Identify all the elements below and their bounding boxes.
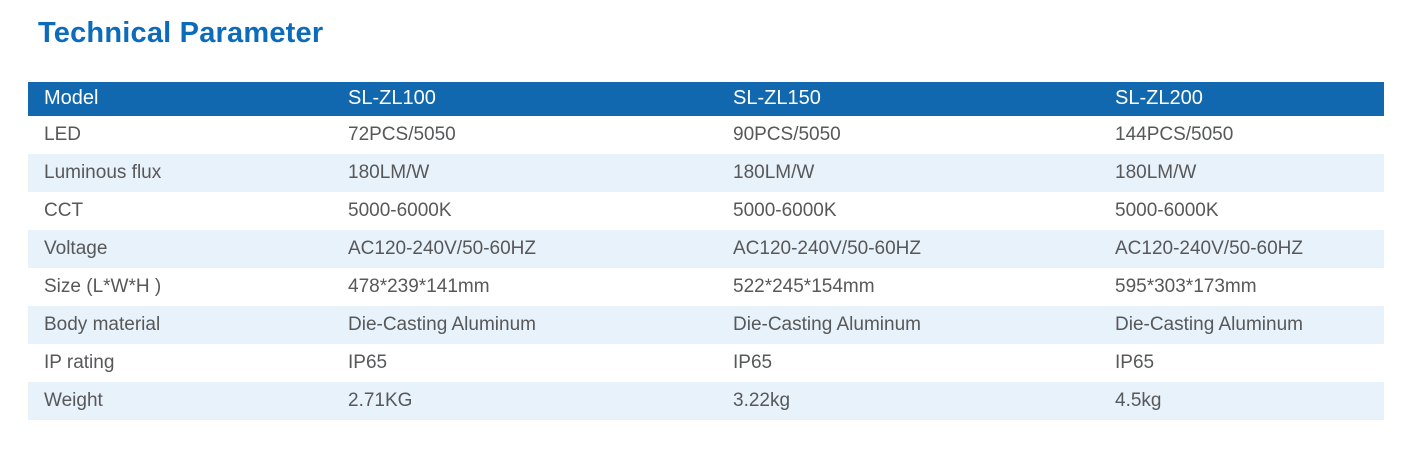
cell-value: Die-Casting Aluminum xyxy=(1115,313,1303,335)
row-label: Voltage xyxy=(44,237,108,259)
cell-value: 180LM/W xyxy=(733,161,815,183)
cell-value: IP65 xyxy=(1115,351,1155,373)
cell-value: AC120-240V/50-60HZ xyxy=(733,237,921,259)
cell-value: Die-Casting Aluminum xyxy=(348,313,536,335)
header-cell-model: Model xyxy=(28,81,348,116)
table-row: LED 72PCS/5050 90PCS/5050 144PCS/5050 xyxy=(28,116,1384,154)
cell-value: 5000-6000K xyxy=(348,199,452,221)
table-row: IP rating IP65 IP65 IP65 xyxy=(28,344,1384,382)
cell-value: 72PCS/5050 xyxy=(348,123,456,145)
cell-value: 90PCS/5050 xyxy=(733,123,841,145)
row-label: CCT xyxy=(44,199,84,221)
cell-value: 595*303*173mm xyxy=(1115,275,1257,297)
row-label: Size (L*W*H ) xyxy=(44,275,162,297)
table-row: Voltage AC120-240V/50-60HZ AC120-240V/50… xyxy=(28,229,1384,268)
cell-value: AC120-240V/50-60HZ xyxy=(348,237,536,259)
cell-value: 478*239*141mm xyxy=(348,275,490,297)
table-row: Size (L*W*H ) 478*239*141mm 522*245*154m… xyxy=(28,268,1384,306)
table-row: Luminous flux 180LM/W 180LM/W 180LM/W xyxy=(28,153,1384,192)
row-label: IP rating xyxy=(44,351,115,373)
spec-table: Model SL-ZL100 SL-ZL150 SL-ZL200 LED 72P… xyxy=(28,81,1384,420)
spec-table-body: LED 72PCS/5050 90PCS/5050 144PCS/5050 Lu… xyxy=(28,116,1384,420)
table-row: Body material Die-Casting Aluminum Die-C… xyxy=(28,305,1384,344)
cell-value: 5000-6000K xyxy=(733,199,837,221)
cell-value: 5000-6000K xyxy=(1115,199,1219,221)
table-row: CCT 5000-6000K 5000-6000K 5000-6000K xyxy=(28,192,1384,230)
row-label: Weight xyxy=(44,389,103,411)
header-cell-sl-zl200: SL-ZL200 xyxy=(1115,81,1384,116)
cell-value: 522*245*154mm xyxy=(733,275,875,297)
cell-value: 180LM/W xyxy=(348,161,430,183)
header-cell-sl-zl150: SL-ZL150 xyxy=(733,81,1115,116)
cell-value: 4.5kg xyxy=(1115,389,1162,411)
cell-value: IP65 xyxy=(348,351,388,373)
cell-value: IP65 xyxy=(733,351,773,373)
cell-value: 144PCS/5050 xyxy=(1115,123,1234,145)
table-row: Weight 2.71KG 3.22kg 4.5kg xyxy=(28,381,1384,420)
cell-value: 3.22kg xyxy=(733,389,791,411)
page-title: Technical Parameter xyxy=(38,17,324,49)
cell-value: 2.71KG xyxy=(348,389,413,411)
cell-value: Die-Casting Aluminum xyxy=(733,313,921,335)
cell-value: 180LM/W xyxy=(1115,161,1197,183)
header-cell-sl-zl100: SL-ZL100 xyxy=(348,81,733,116)
row-label: Luminous flux xyxy=(44,161,162,183)
spec-table-head: Model SL-ZL100 SL-ZL150 SL-ZL200 xyxy=(28,81,1384,116)
table-header-row: Model SL-ZL100 SL-ZL150 SL-ZL200 xyxy=(28,81,1384,116)
row-label: Body material xyxy=(44,313,161,335)
row-label: LED xyxy=(44,123,81,145)
cell-value: AC120-240V/50-60HZ xyxy=(1115,237,1303,259)
